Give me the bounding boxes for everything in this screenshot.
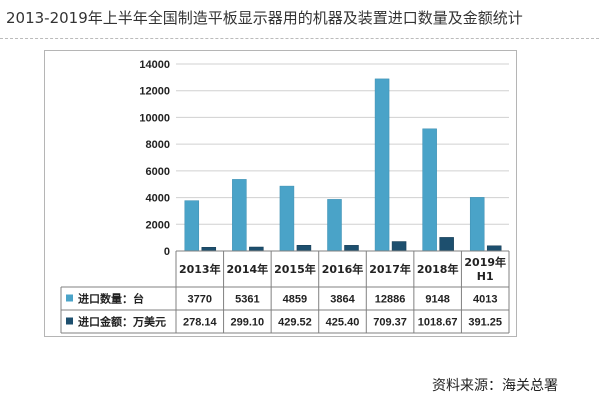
bar-amount bbox=[391, 241, 407, 252]
table-value: 299.10 bbox=[231, 317, 265, 329]
bar-quantity bbox=[232, 179, 247, 252]
x-category-label: 2019年 bbox=[464, 255, 506, 269]
bar-quantity bbox=[422, 128, 437, 252]
legend-key bbox=[66, 317, 73, 325]
table-value: 9148 bbox=[425, 294, 449, 306]
chart-title: 2013-2019年上半年全国制造平板显示器用的机器及装置进口数量及金额统计 bbox=[6, 9, 523, 27]
table-value: 391.25 bbox=[468, 317, 502, 329]
x-category-label: 2018年 bbox=[417, 262, 459, 276]
chart-svg: 0 2000 4000 6000 8000 10000 12000 14000 2013年 201… bbox=[60, 59, 510, 334]
y-tick-label: 12000 bbox=[139, 86, 170, 98]
bar-amount bbox=[486, 245, 502, 252]
bar-amount bbox=[249, 246, 264, 252]
x-category-label: 2017年 bbox=[369, 262, 411, 276]
x-category-label: H1 bbox=[477, 270, 494, 283]
table-value: 4859 bbox=[283, 294, 307, 306]
legend-series-name: 进口数量：台 bbox=[78, 292, 144, 306]
table-value: 1018.67 bbox=[418, 317, 458, 329]
y-tick-label: 10000 bbox=[139, 112, 170, 124]
table-value: 709.37 bbox=[373, 317, 407, 329]
y-tick-label: 0 bbox=[164, 246, 170, 258]
table-value: 3864 bbox=[330, 294, 355, 306]
bar-quantity bbox=[469, 197, 485, 252]
x-category-label: 2015年 bbox=[274, 262, 316, 276]
table-value: 4013 bbox=[473, 294, 497, 306]
legend-series-name: 进口金额：万美元 bbox=[78, 315, 166, 329]
bar-amount bbox=[344, 245, 359, 252]
y-tick-label: 8000 bbox=[146, 139, 170, 151]
x-category-label: 2014年 bbox=[227, 262, 269, 276]
y-tick-label: 2000 bbox=[146, 219, 170, 231]
bar-quantity bbox=[327, 199, 342, 252]
legend-key bbox=[66, 294, 73, 302]
bar-quantity bbox=[279, 185, 295, 252]
table-value: 3770 bbox=[188, 294, 212, 306]
title-divider bbox=[0, 38, 599, 39]
table-value: 5361 bbox=[235, 294, 259, 306]
bar-amount bbox=[439, 237, 454, 252]
y-tick-label: 6000 bbox=[146, 166, 170, 178]
table-value: 12886 bbox=[375, 294, 406, 306]
bar-amount bbox=[296, 245, 312, 252]
x-category-label: 2013年 bbox=[179, 262, 221, 276]
chart-frame: 0 2000 4000 6000 8000 10000 12000 14000 2013年 201… bbox=[44, 50, 517, 337]
x-category-label: 2016年 bbox=[322, 262, 364, 276]
source-note: 资料来源：海关总署 bbox=[432, 378, 558, 394]
y-tick-label: 4000 bbox=[146, 193, 170, 205]
table-value: 425.40 bbox=[326, 317, 360, 329]
y-tick-label: 14000 bbox=[139, 59, 170, 71]
bar-amount bbox=[201, 247, 217, 252]
bar-quantity bbox=[374, 78, 390, 252]
table-value: 278.14 bbox=[183, 317, 218, 329]
table-value: 429.52 bbox=[278, 317, 312, 329]
bar-quantity bbox=[184, 200, 200, 252]
